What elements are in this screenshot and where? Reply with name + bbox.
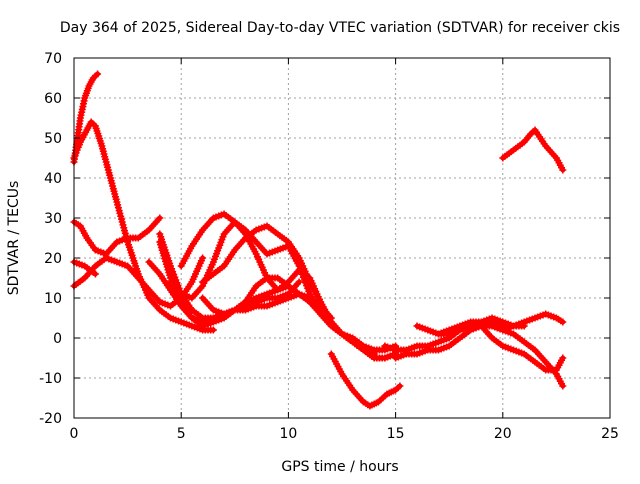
y-axis-label: SDTVAR / TECUs (6, 181, 22, 296)
x-tick-label: 20 (494, 426, 512, 442)
tick-layer: 0 5 10 15 20 25 -20 -10 0 10 20 30 40 50 60 70 (39, 51, 619, 442)
x-tick-label: 10 (279, 426, 297, 442)
x-tick-label: 15 (387, 426, 405, 442)
plot-frame (73, 57, 611, 419)
y-tick-label: 70 (44, 51, 62, 67)
data-series (199, 274, 335, 322)
y-tick-label: 20 (44, 251, 62, 267)
y-tick-label: 30 (44, 211, 62, 227)
data-point-markers (327, 350, 404, 410)
data-series (199, 222, 400, 362)
y-tick-label: -20 (39, 411, 62, 427)
x-axis-label: GPS time / hours (281, 459, 398, 475)
data-point-markers (499, 126, 567, 174)
y-tick-label: 0 (53, 331, 62, 347)
y-tick-label: 10 (44, 291, 62, 307)
data-point-markers (477, 322, 567, 374)
data-series (477, 322, 567, 374)
data-series (499, 126, 567, 174)
data-series (70, 214, 164, 258)
y-tick-label: 40 (44, 171, 62, 187)
y-tick-label: 50 (44, 131, 62, 147)
x-tick-label: 0 (70, 426, 79, 442)
data-series (327, 350, 404, 410)
x-tick-label: 5 (177, 426, 186, 442)
x-tick-label: 25 (601, 426, 619, 442)
y-tick-label: -10 (39, 371, 62, 387)
data-layer (70, 70, 567, 410)
data-point-markers (199, 274, 335, 322)
data-series (70, 258, 99, 278)
y-tick-label: 60 (44, 91, 62, 107)
chart-title: Day 364 of 2025, Sidereal Day-to-day VTE… (60, 20, 620, 36)
